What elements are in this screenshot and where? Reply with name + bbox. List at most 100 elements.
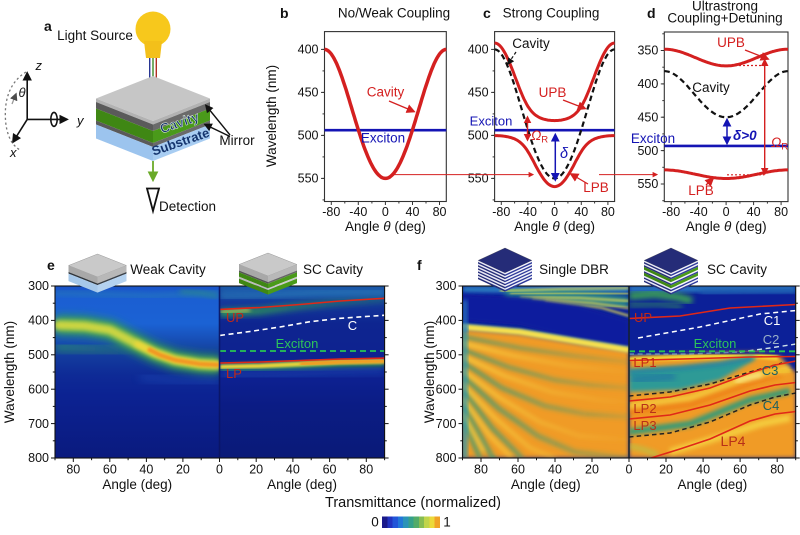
svg-text:δ: δ [560, 146, 569, 162]
svg-text:800: 800 [436, 451, 457, 465]
svg-text:c: c [483, 5, 491, 21]
svg-text:500: 500 [28, 348, 49, 362]
svg-text:400: 400 [436, 314, 457, 328]
svg-text:40: 40 [548, 463, 562, 477]
svg-text:500: 500 [468, 129, 489, 143]
svg-text:C3: C3 [762, 363, 779, 378]
svg-text:60: 60 [323, 463, 337, 477]
svg-text:80: 80 [433, 205, 447, 219]
svg-text:40: 40 [406, 205, 420, 219]
svg-text:z: z [35, 58, 43, 73]
svg-text:60: 60 [733, 463, 747, 477]
svg-text:450: 450 [298, 86, 319, 100]
svg-text:500: 500 [637, 144, 658, 158]
svg-text:No/Weak Coupling: No/Weak Coupling [338, 6, 450, 21]
svg-text:-80: -80 [322, 205, 340, 219]
svg-text:1: 1 [443, 515, 451, 530]
svg-text:500: 500 [436, 348, 457, 362]
svg-text:Cavity: Cavity [512, 36, 550, 51]
svg-text:20: 20 [176, 463, 190, 477]
svg-text:800: 800 [28, 451, 49, 465]
svg-text:350: 350 [637, 44, 658, 58]
svg-text:300: 300 [436, 279, 457, 293]
svg-text:80: 80 [359, 463, 373, 477]
svg-text:Angle (deg): Angle (deg) [511, 477, 581, 492]
svg-text:550: 550 [298, 172, 319, 186]
svg-text:LP: LP [226, 366, 242, 381]
svg-text:Angle θ (deg): Angle θ (deg) [686, 219, 767, 234]
svg-text:40: 40 [747, 205, 761, 219]
svg-text:700: 700 [436, 417, 457, 431]
svg-text:Angle θ (deg): Angle θ (deg) [345, 219, 426, 234]
svg-text:Detection: Detection [159, 199, 216, 214]
svg-text:Angle (deg): Angle (deg) [267, 477, 337, 492]
svg-text:450: 450 [637, 110, 658, 124]
svg-text:20: 20 [585, 463, 599, 477]
svg-text:400: 400 [468, 43, 489, 57]
svg-text:a: a [44, 18, 52, 34]
svg-text:Single DBR: Single DBR [539, 262, 609, 277]
svg-text:Cavity: Cavity [367, 85, 405, 100]
svg-text:Transmittance (normalized): Transmittance (normalized) [325, 495, 501, 511]
svg-text:LPB: LPB [583, 180, 609, 195]
svg-text:Exciton: Exciton [361, 131, 405, 146]
svg-text:600: 600 [28, 382, 49, 396]
svg-text:450: 450 [468, 86, 489, 100]
svg-text:-40: -40 [519, 205, 537, 219]
svg-text:Strong Coupling: Strong Coupling [503, 6, 600, 21]
svg-text:Exciton: Exciton [694, 336, 737, 351]
svg-text:Angle (deg): Angle (deg) [677, 477, 747, 492]
svg-text:-40: -40 [349, 205, 367, 219]
svg-text:400: 400 [637, 77, 658, 91]
svg-text:UP: UP [226, 310, 244, 325]
svg-text:0: 0 [551, 205, 558, 219]
svg-text:20: 20 [659, 463, 673, 477]
svg-text:Wavelength (nm): Wavelength (nm) [422, 321, 437, 423]
svg-text:Mirror: Mirror [219, 133, 255, 148]
svg-text:x: x [9, 145, 17, 160]
svg-text:Weak Cavity: Weak Cavity [130, 262, 206, 277]
svg-text:80: 80 [474, 463, 488, 477]
svg-text:SC Cavity: SC Cavity [707, 262, 767, 277]
svg-text:300: 300 [28, 279, 49, 293]
svg-text:80: 80 [601, 205, 615, 219]
svg-text:550: 550 [468, 172, 489, 186]
svg-text:80: 80 [770, 463, 784, 477]
svg-text:LPB: LPB [688, 183, 714, 198]
svg-text:80: 80 [774, 205, 788, 219]
svg-text:Cavity: Cavity [692, 80, 730, 95]
svg-text:LP1: LP1 [633, 355, 656, 370]
svg-text:40: 40 [696, 463, 710, 477]
svg-text:40: 40 [574, 205, 588, 219]
svg-text:UP: UP [634, 310, 652, 325]
svg-text:e: e [47, 257, 55, 273]
svg-text:0: 0 [382, 205, 389, 219]
svg-text:θ: θ [18, 85, 25, 100]
svg-text:Coupling+Detuning: Coupling+Detuning [667, 11, 782, 26]
svg-text:600: 600 [436, 382, 457, 396]
svg-text:C: C [348, 318, 357, 333]
svg-text:UPB: UPB [539, 85, 567, 100]
svg-text:-80: -80 [492, 205, 510, 219]
svg-text:0: 0 [216, 463, 223, 477]
svg-text:80: 80 [66, 463, 80, 477]
svg-text:LP2: LP2 [633, 401, 656, 416]
svg-text:400: 400 [28, 314, 49, 328]
svg-text:f: f [417, 257, 422, 273]
svg-text:Angle (deg): Angle (deg) [102, 477, 172, 492]
svg-text:LP3: LP3 [633, 418, 656, 433]
svg-text:C1: C1 [764, 313, 781, 328]
svg-text:400: 400 [298, 43, 319, 57]
svg-text:0: 0 [626, 463, 633, 477]
svg-text:-40: -40 [690, 205, 708, 219]
svg-text:UPB: UPB [717, 35, 745, 50]
svg-text:0: 0 [723, 205, 730, 219]
svg-text:60: 60 [511, 463, 525, 477]
svg-text:Wavelength (nm): Wavelength (nm) [264, 65, 279, 167]
svg-text:δ>0: δ>0 [733, 128, 757, 143]
svg-text:Wavelength (nm): Wavelength (nm) [2, 321, 17, 423]
svg-text:40: 40 [286, 463, 300, 477]
svg-text:Exciton: Exciton [631, 131, 675, 146]
svg-text:700: 700 [28, 417, 49, 431]
svg-text:y: y [76, 113, 85, 128]
